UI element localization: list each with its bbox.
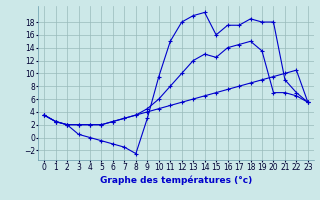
X-axis label: Graphe des températures (°c): Graphe des températures (°c) <box>100 175 252 185</box>
